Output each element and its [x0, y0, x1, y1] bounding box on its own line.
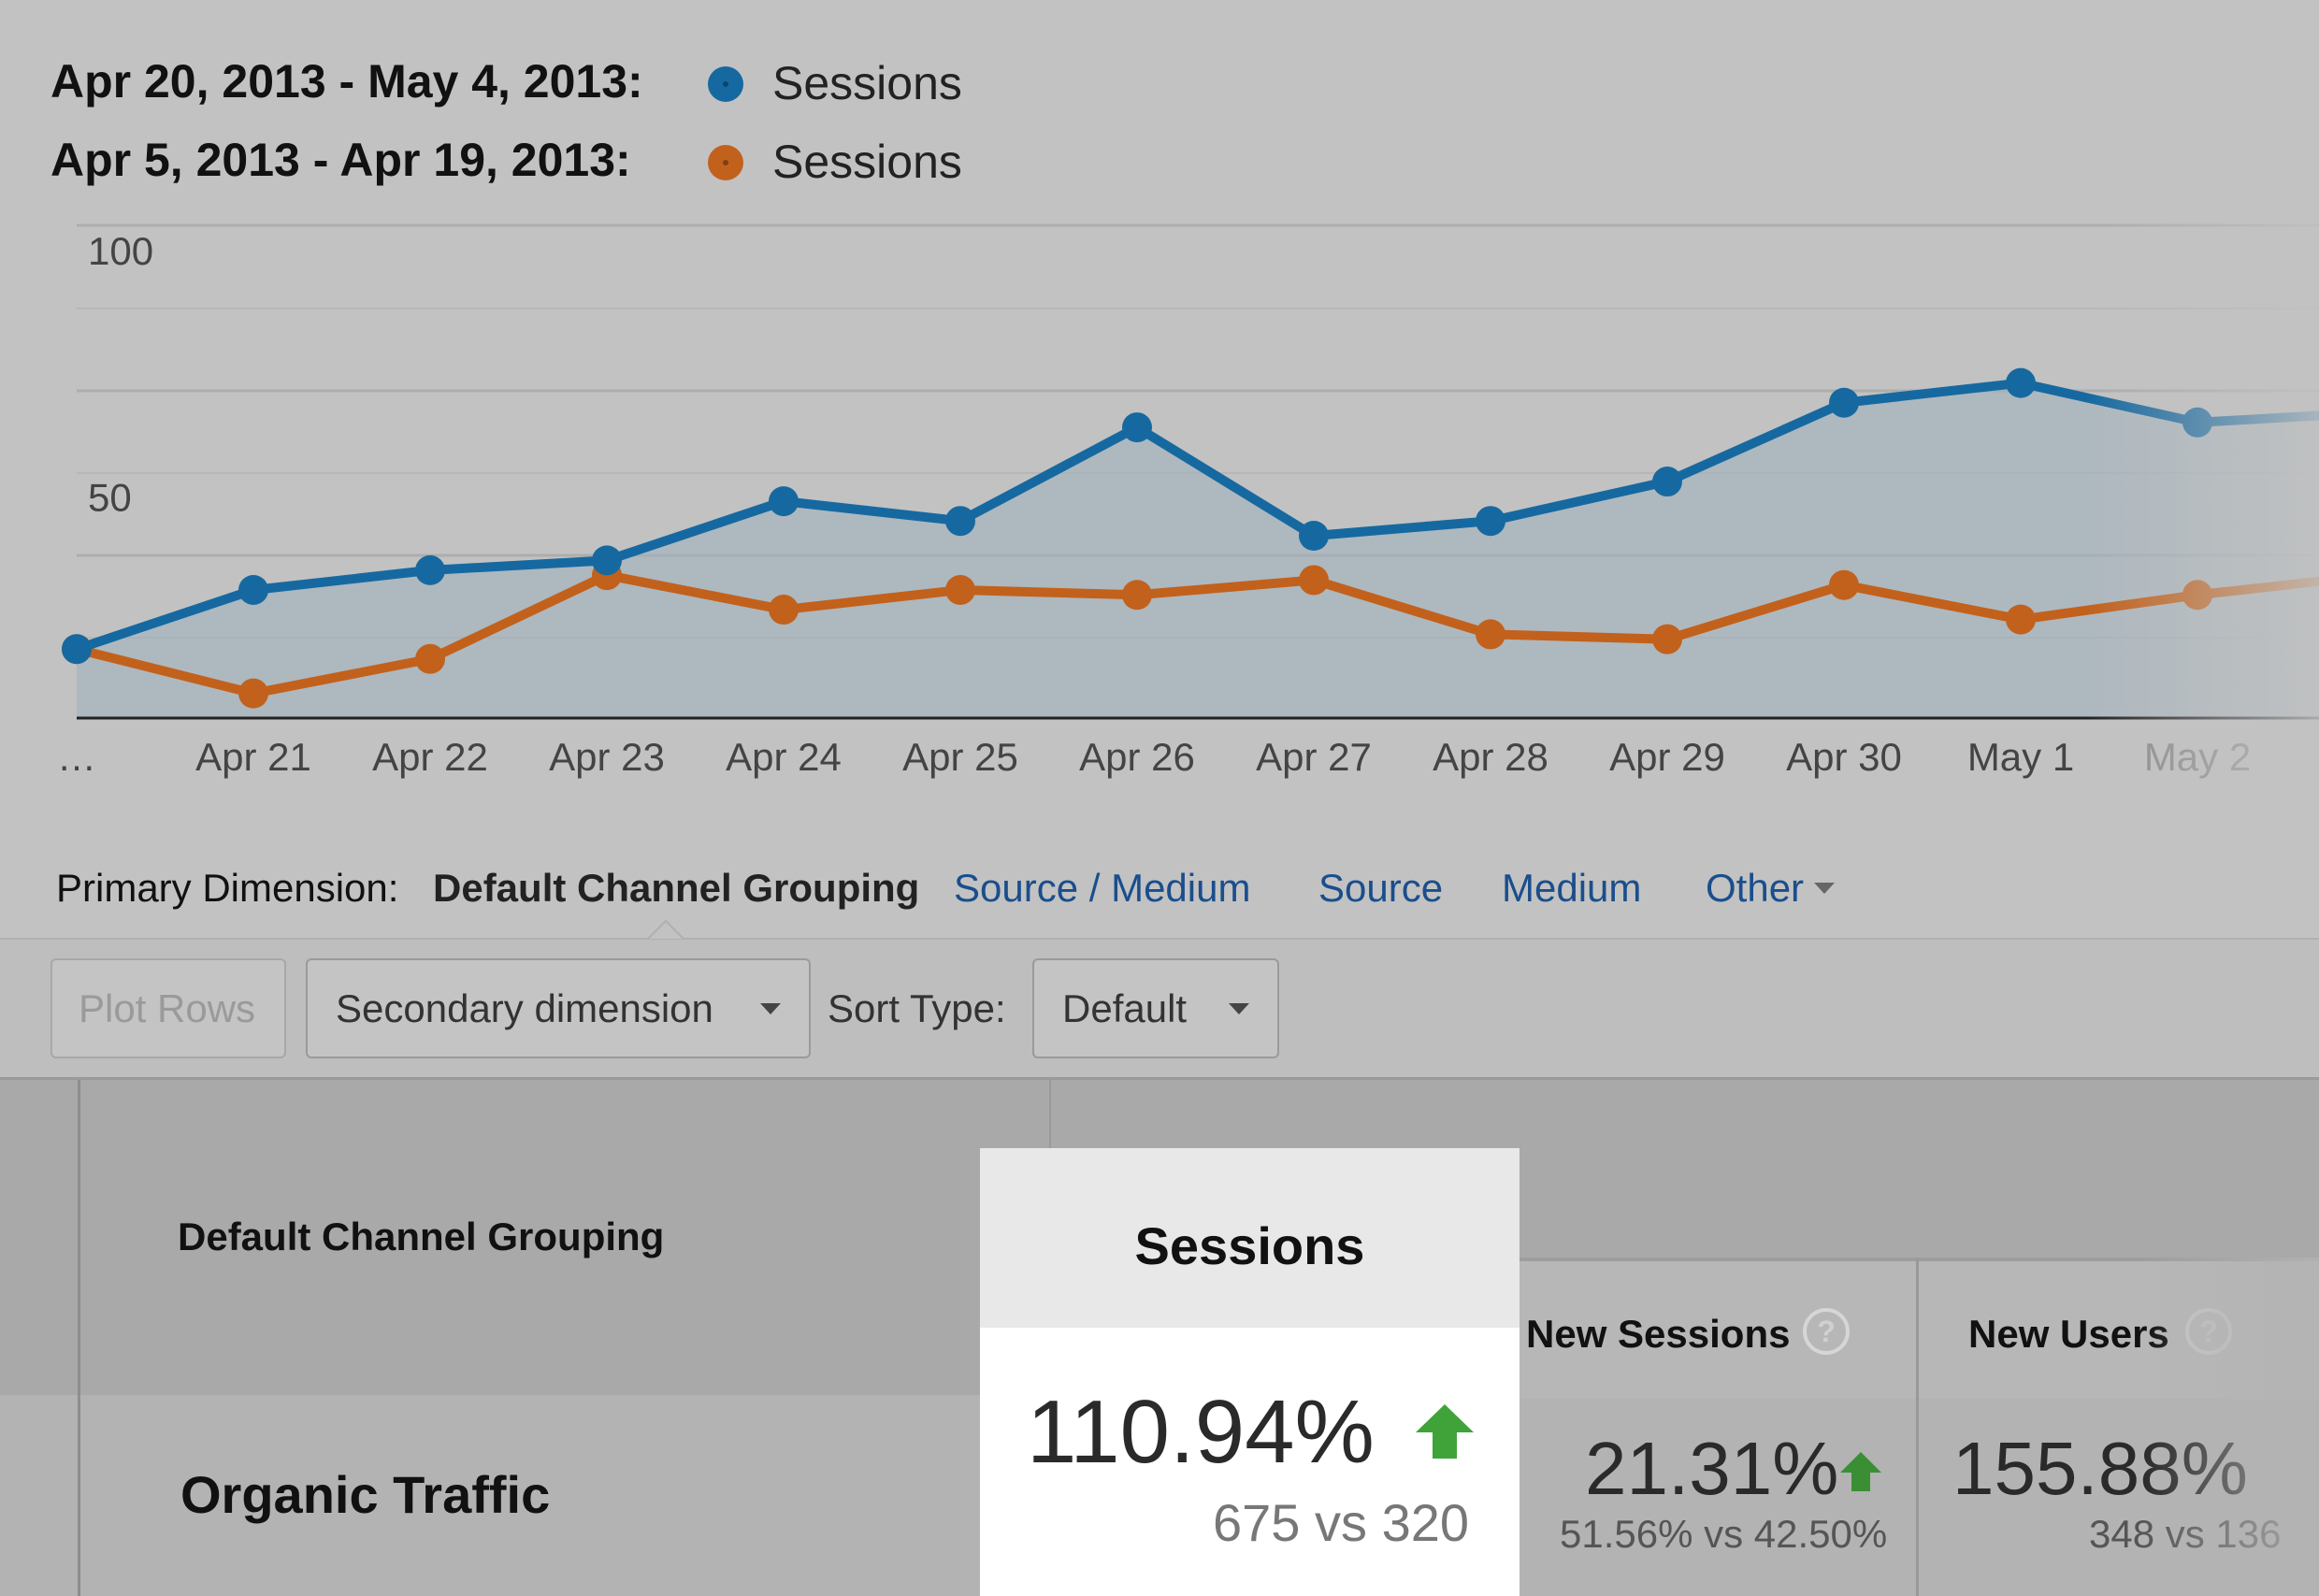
- new-sessions-change-value: 21.31%: [1585, 1427, 1839, 1510]
- secondary-dimension-dropdown[interactable]: Secondary dimension: [306, 958, 811, 1058]
- sort-type-value: Default: [1062, 985, 1188, 1030]
- y-axis-label: 100: [88, 229, 153, 273]
- chart-right-fade: [2085, 215, 2319, 813]
- legend-current-dot: [708, 66, 743, 102]
- previous-sessions-point[interactable]: [1299, 565, 1329, 596]
- current-sessions-point[interactable]: [592, 545, 622, 576]
- legend-current-range: Apr 20, 2013 - May 4, 2013:: [50, 55, 643, 108]
- x-axis-label: Apr 25: [902, 735, 1018, 779]
- dimension-divider: [0, 938, 2319, 940]
- x-axis-label: Apr 28: [1433, 735, 1548, 779]
- secondary-dimension-label: Secondary dimension: [336, 985, 713, 1030]
- x-axis-label: Apr 26: [1079, 735, 1195, 779]
- grouping-column-divider: [1049, 1080, 1051, 1150]
- legend-previous-dot: [708, 145, 743, 180]
- chevron-down-icon: [760, 1003, 781, 1014]
- current-sessions-point[interactable]: [2006, 367, 2036, 398]
- current-sessions-area: [77, 382, 2319, 718]
- current-sessions-point[interactable]: [415, 554, 445, 585]
- current-sessions-point[interactable]: [62, 634, 92, 665]
- current-sessions-point[interactable]: [769, 486, 799, 517]
- sort-type-label: Sort Type:: [828, 986, 1006, 1030]
- up-arrow-icon: [1416, 1404, 1474, 1459]
- current-sessions-line: [75, 378, 2319, 654]
- legend-current-metric: Sessions: [772, 57, 962, 109]
- active-dimension-caret-icon: [647, 920, 684, 941]
- table-right-fade: [2141, 1258, 2319, 1596]
- row-channel-name[interactable]: Organic Traffic: [180, 1465, 551, 1524]
- current-sessions-point[interactable]: [1122, 412, 1152, 443]
- help-glyph: ?: [1817, 1314, 1836, 1348]
- sessions-line-chart: 100 50 … Apr 21 Apr 22 Apr 23 Apr 24 Apr 25 Apr…: [57, 215, 2319, 813]
- previous-sessions-point[interactable]: [1122, 580, 1152, 611]
- previous-sessions-point[interactable]: [769, 595, 799, 625]
- dimension-link-medium[interactable]: Medium: [1502, 866, 1642, 910]
- x-axis-label: Apr 22: [372, 735, 488, 779]
- chevron-down-icon: [1229, 1003, 1249, 1014]
- x-axis-label: Apr 21: [195, 735, 311, 779]
- dimension-link-source[interactable]: Source: [1318, 866, 1444, 910]
- previous-sessions-point[interactable]: [415, 643, 445, 674]
- y-axis-label: 50: [88, 476, 132, 520]
- sort-type-dropdown[interactable]: Default: [1032, 958, 1279, 1058]
- x-axis-label: Apr 27: [1256, 735, 1372, 779]
- x-axis-label: May 1: [1967, 735, 2074, 779]
- current-sessions-points: [62, 367, 2212, 665]
- y-axis-labels: 100 50: [88, 229, 153, 520]
- dimension-link-source-medium[interactable]: Source / Medium: [954, 866, 1251, 910]
- dimension-default-channel-grouping[interactable]: Default Channel Grouping: [433, 866, 920, 910]
- previous-sessions-point[interactable]: [238, 678, 268, 709]
- dimension-link-other[interactable]: Other: [1706, 866, 1805, 910]
- current-sessions-point[interactable]: [238, 574, 268, 605]
- previous-sessions-point[interactable]: [1476, 619, 1505, 650]
- legend-previous-range: Apr 5, 2013 - Apr 19, 2013:: [50, 134, 631, 186]
- current-sessions-point[interactable]: [1829, 387, 1859, 418]
- x-axis-label: Apr 30: [1786, 735, 1902, 779]
- previous-sessions-line: [75, 570, 2319, 698]
- x-axis-label: …: [57, 735, 96, 779]
- up-arrow-icon: [1840, 1452, 1881, 1491]
- x-axis-label: Apr 24: [726, 735, 842, 779]
- sessions-header-bg: [980, 1148, 1520, 1328]
- column-header-default-channel-grouping[interactable]: Default Channel Grouping: [178, 1215, 665, 1258]
- x-axis-labels: … Apr 21 Apr 22 Apr 23 Apr 24 Apr 25 Apr 26 Apr…: [57, 735, 2251, 779]
- help-icon[interactable]: ?: [1803, 1308, 1850, 1355]
- current-sessions-point[interactable]: [1476, 506, 1505, 537]
- current-sessions-point[interactable]: [1299, 521, 1329, 552]
- previous-sessions-point[interactable]: [1829, 569, 1859, 600]
- column-header-sessions[interactable]: Sessions: [1134, 1216, 1365, 1275]
- x-axis-label: Apr 23: [549, 735, 665, 779]
- sessions-comparison: 675 vs 320: [1213, 1493, 1469, 1552]
- previous-sessions-point[interactable]: [2006, 604, 2036, 635]
- plot-rows-label: Plot Rows: [79, 985, 256, 1030]
- previous-sessions-point[interactable]: [945, 574, 975, 605]
- column-header-new-users[interactable]: New Users: [1968, 1312, 2169, 1356]
- new-sessions-comparison: 51.56% vs 42.50%: [1560, 1512, 1888, 1556]
- legend-previous-metric: Sessions: [772, 136, 962, 188]
- sessions-change-value: 110.94%: [1027, 1382, 1375, 1482]
- previous-sessions-point[interactable]: [1652, 624, 1682, 654]
- table-left-border: [78, 1080, 80, 1596]
- current-sessions-point[interactable]: [945, 506, 975, 537]
- plot-rows-button[interactable]: Plot Rows: [50, 958, 286, 1058]
- other-dropdown-icon[interactable]: [1814, 883, 1835, 894]
- x-axis-label: Apr 29: [1609, 735, 1725, 779]
- current-sessions-point[interactable]: [1652, 467, 1682, 497]
- column-header-new-sessions[interactable]: New Sessions: [1526, 1312, 1791, 1356]
- primary-dimension-label: Primary Dimension:: [56, 866, 399, 910]
- metric-column-divider: [1916, 1258, 1919, 1596]
